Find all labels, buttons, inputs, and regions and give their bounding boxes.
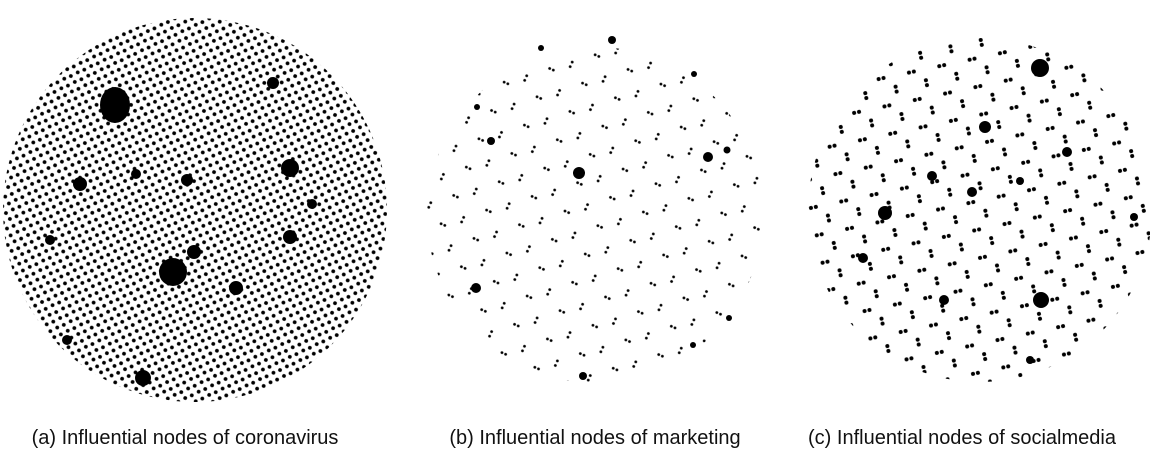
- hub-node: [73, 177, 87, 191]
- hub-node: [159, 258, 187, 286]
- hub-node: [1033, 292, 1049, 308]
- hub-node: [283, 230, 297, 244]
- hub-node: [229, 281, 243, 295]
- hub-node: [979, 121, 991, 133]
- hub-node: [487, 137, 495, 145]
- network-coronavirus: [3, 18, 387, 402]
- hub-node: [267, 77, 279, 89]
- hub-node: [187, 245, 201, 259]
- caption: (b) Influential nodes of marketing: [449, 427, 740, 449]
- node-cloud: [3, 18, 387, 402]
- hub-node: [131, 169, 141, 179]
- hub-node: [135, 370, 151, 386]
- caption: (c) Influential nodes of socialmedia: [808, 427, 1117, 449]
- hub-node: [579, 372, 587, 380]
- hub-node: [1130, 213, 1138, 221]
- node-cloud: [427, 47, 763, 383]
- hub-nodes: [45, 77, 317, 386]
- hub-node: [573, 167, 585, 179]
- hub-node: [100, 87, 130, 123]
- hub-node: [726, 315, 732, 321]
- hub-node: [1062, 147, 1072, 157]
- hub-node: [181, 174, 193, 186]
- hub-node: [608, 36, 616, 44]
- hub-node: [307, 199, 317, 209]
- node-cloud: [808, 38, 1150, 382]
- hub-node: [691, 71, 697, 77]
- hub-node: [45, 235, 55, 245]
- network-socialmedia: [808, 38, 1150, 382]
- network-marketing: [427, 36, 763, 383]
- caption: (a) Influential nodes of coronavirus: [32, 427, 339, 449]
- hub-node: [62, 335, 72, 345]
- hub-node: [939, 295, 949, 305]
- hub-node: [281, 159, 299, 177]
- hub-node: [967, 187, 977, 197]
- hub-node: [1016, 177, 1024, 185]
- hub-node: [1026, 356, 1034, 364]
- hub-node: [858, 253, 868, 263]
- hub-node: [1031, 59, 1049, 77]
- hub-node: [474, 104, 480, 110]
- hub-node: [723, 146, 731, 154]
- hub-node: [703, 152, 713, 162]
- hub-node: [538, 45, 544, 51]
- hub-nodes: [858, 59, 1138, 364]
- hub-node: [690, 342, 696, 348]
- hub-node: [471, 283, 481, 293]
- hub-nodes: [471, 36, 732, 380]
- hub-node: [927, 171, 937, 181]
- hub-node: [878, 206, 892, 220]
